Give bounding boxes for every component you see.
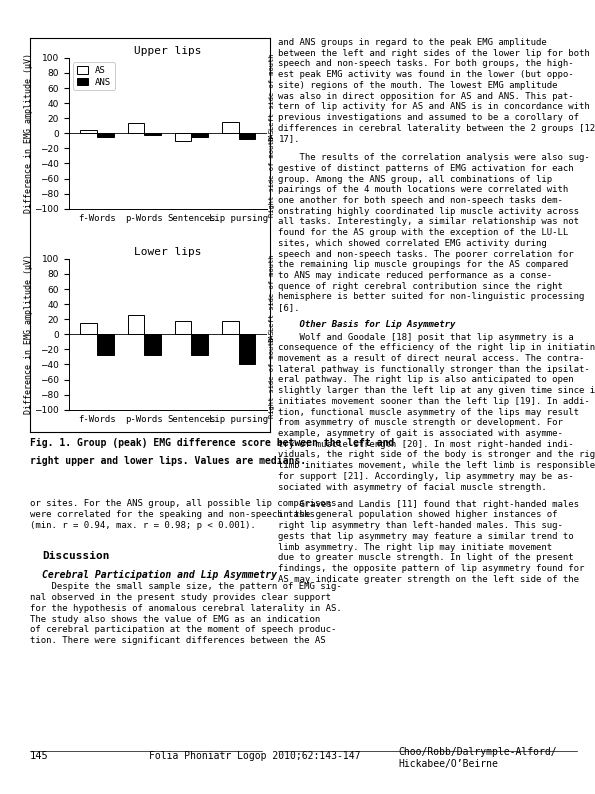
Text: BAS: BAS [269,128,275,141]
Text: (min. r = 0.94, max. r = 0.98; p < 0.001).: (min. r = 0.94, max. r = 0.98; p < 0.001… [30,521,256,530]
Text: hemisphere is better suited for non-linguistic processing: hemisphere is better suited for non-ling… [278,292,585,302]
Text: lateral pathway is functionally stronger than the ipsilat-: lateral pathway is functionally stronger… [278,364,590,374]
Text: were correlated for the speaking and non-speech tasks: were correlated for the speaking and non… [30,511,315,519]
Bar [222,122,239,133]
Text: [6].: [6]. [278,303,300,312]
Text: The study also shows the value of EMG as an indication: The study also shows the value of EMG as… [30,615,320,623]
Text: gests that lip asymmetry may feature a similar trend to: gests that lip asymmetry may feature a s… [278,532,574,541]
Text: slightly larger than the left lip at any given time since it: slightly larger than the left lip at any… [278,386,595,395]
Text: previous investigations and assumed to be a corollary of: previous investigations and assumed to b… [278,113,580,122]
Text: Choo/Robb/Dalrymple-Alford/: Choo/Robb/Dalrymple-Alford/ [399,746,558,757]
Text: Right side of mouth: Right side of mouth [269,337,275,418]
Text: site) regions of the mouth. The lowest EMG amplitude: site) regions of the mouth. The lowest E… [278,81,558,90]
Text: of cerebral participation at the moment of speech produc-: of cerebral participation at the moment … [30,626,336,634]
Bar [144,133,161,135]
Text: nal observed in the present study provides clear support: nal observed in the present study provid… [30,593,331,602]
Text: Right side of mouth: Right side of mouth [269,137,275,218]
Text: try of muscle strength [20]. In most right-handed indi-: try of muscle strength [20]. In most rig… [278,440,574,449]
Text: one another for both speech and non-speech tasks dem-: one another for both speech and non-spee… [278,196,563,205]
Text: eral pathway. The right lip is also anticipated to open: eral pathway. The right lip is also anti… [278,376,574,384]
Text: 17].: 17]. [278,134,300,144]
Text: gestive of distinct patterns of EMG activation for each: gestive of distinct patterns of EMG acti… [278,164,574,173]
Bar [128,124,144,133]
Text: Other Basis for Lip Asymmetry: Other Basis for Lip Asymmetry [278,320,456,330]
Text: for support [21]. Accordingly, lip asymmetry may be as-: for support [21]. Accordingly, lip asymm… [278,472,574,481]
Title: Upper lips: Upper lips [134,46,202,56]
Text: the remaining lip muscle groupings for the AS compared: the remaining lip muscle groupings for t… [278,260,569,269]
Text: Folia Phoniatr Logop 2010;62:143-147: Folia Phoniatr Logop 2010;62:143-147 [149,750,360,761]
Text: est peak EMG activity was found in the lower (but oppo-: est peak EMG activity was found in the l… [278,70,574,79]
Bar [239,334,255,364]
Text: limb initiates movement, while the left limb is responsible: limb initiates movement, while the left … [278,461,595,470]
Text: pairings of the 4 mouth locations were correlated with: pairings of the 4 mouth locations were c… [278,185,569,195]
Y-axis label: Difference in EMG amplitude (μV): Difference in EMG amplitude (μV) [24,53,33,214]
Y-axis label: Difference in EMG amplitude (μV): Difference in EMG amplitude (μV) [24,254,33,414]
Text: for the hypothesis of anomalous cerebral laterality in AS.: for the hypothesis of anomalous cerebral… [30,604,342,613]
Text: sociated with asymmetry of facial muscle strength.: sociated with asymmetry of facial muscle… [278,483,547,491]
Bar [192,133,208,137]
Text: due to greater muscle strength. In light of the present: due to greater muscle strength. In light… [278,553,574,562]
Bar [222,321,239,334]
Legend: AS, ANS: AS, ANS [73,63,115,91]
Bar [239,133,255,139]
Text: speech and non-speech tasks. For both groups, the high-: speech and non-speech tasks. For both gr… [278,60,574,68]
Text: movement as a result of direct neural access. The contra-: movement as a result of direct neural ac… [278,354,585,363]
Title: Lower lips: Lower lips [134,247,202,256]
Text: quence of right cerebral contribution since the right: quence of right cerebral contribution si… [278,282,563,291]
Text: from asymmetry of muscle strength or development. For: from asymmetry of muscle strength or dev… [278,418,563,427]
Text: Left side of mouth: Left side of mouth [269,54,275,130]
Text: 145: 145 [30,750,49,761]
Text: between the left and right sides of the lower lip for both: between the left and right sides of the … [278,48,590,58]
Text: Discussion: Discussion [42,552,109,561]
Bar [192,334,208,356]
Text: Hickabee/O’Beirne: Hickabee/O’Beirne [399,758,499,769]
Text: tern of lip activity for AS and ANS is in concordance with: tern of lip activity for AS and ANS is i… [278,102,590,111]
Text: Graves and Landis [11] found that right-handed males: Graves and Landis [11] found that right-… [278,499,580,509]
Text: The results of the correlation analysis were also sug-: The results of the correlation analysis … [278,153,590,162]
Text: Left side of mouth: Left side of mouth [269,255,275,331]
Bar [175,133,192,141]
Text: to ANS may indicate reduced performance as a conse-: to ANS may indicate reduced performance … [278,271,553,280]
Text: in the general population showed higher instances of: in the general population showed higher … [278,511,558,519]
Text: onstrating highly coordinated lip muscle activity across: onstrating highly coordinated lip muscle… [278,206,580,216]
Text: sites, which showed correlated EMG activity during: sites, which showed correlated EMG activ… [278,239,547,248]
Text: all tasks. Interestingly, a similar relationship was not: all tasks. Interestingly, a similar rela… [278,218,580,226]
Bar [80,323,97,334]
Bar [80,129,97,133]
Text: initiates movement sooner than the left lip [19]. In addi-: initiates movement sooner than the left … [278,397,590,406]
Text: right lip asymmetry than left-handed males. This sug-: right lip asymmetry than left-handed mal… [278,521,563,530]
Text: tion, functional muscle asymmetry of the lips may result: tion, functional muscle asymmetry of the… [278,407,580,417]
Text: Fig. 1. Group (peak) EMG difference score between the left and: Fig. 1. Group (peak) EMG difference scor… [30,438,394,449]
Bar [97,133,114,137]
Text: Wolf and Goodale [18] posit that lip asymmetry is a: Wolf and Goodale [18] posit that lip asy… [278,333,574,341]
Text: found for the AS group with the exception of the LU-LL: found for the AS group with the exceptio… [278,228,569,237]
Text: differences in cerebral laterality between the 2 groups [12,: differences in cerebral laterality betwe… [278,124,595,133]
Text: group. Among the ANS group, all combinations of lip: group. Among the ANS group, all combinat… [278,175,553,183]
Text: findings, the opposite pattern of lip asymmetry found for: findings, the opposite pattern of lip as… [278,564,585,573]
Bar [128,315,144,334]
Text: BAS: BAS [269,330,275,342]
Text: consequence of the efficiency of the right lip in initiating: consequence of the efficiency of the rig… [278,343,595,353]
Bar [97,334,114,356]
Bar [144,334,161,356]
Text: example, asymmetry of gait is associated with asymme-: example, asymmetry of gait is associated… [278,429,563,438]
Text: Despite the small sample size, the pattern of EMG sig-: Despite the small sample size, the patte… [30,583,342,592]
Text: viduals, the right side of the body is stronger and the right: viduals, the right side of the body is s… [278,450,595,460]
Text: right upper and lower lips. Values are medians.: right upper and lower lips. Values are m… [30,456,306,466]
Text: AS may indicate greater strength on the left side of the: AS may indicate greater strength on the … [278,575,580,584]
Text: Cerebral Participation and Lip Asymmetry: Cerebral Participation and Lip Asymmetry [42,570,277,580]
Text: and ANS groups in regard to the peak EMG amplitude: and ANS groups in regard to the peak EMG… [278,38,547,47]
Text: tion. There were significant differences between the AS: tion. There were significant differences… [30,636,325,645]
Bar [175,321,192,334]
Text: speech and non-speech tasks. The poorer correlation for: speech and non-speech tasks. The poorer … [278,249,574,259]
Text: or sites. For the ANS group, all possible lip comparisons: or sites. For the ANS group, all possibl… [30,499,336,508]
Text: limb asymmetry. The right lip may initiate movement: limb asymmetry. The right lip may initia… [278,542,553,552]
Text: was also in direct opposition for AS and ANS. This pat-: was also in direct opposition for AS and… [278,91,574,101]
